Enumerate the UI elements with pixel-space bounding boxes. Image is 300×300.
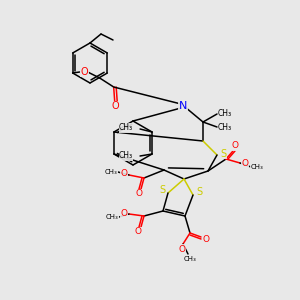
Text: O: O [202,235,209,244]
Text: S: S [159,185,165,195]
Text: O: O [134,227,142,236]
Text: O: O [136,190,142,199]
Text: CH₃: CH₃ [105,169,117,175]
Text: O: O [112,101,119,111]
Text: O: O [232,142,238,151]
Text: N: N [179,101,187,111]
Text: O: O [81,67,88,77]
Text: CH₃: CH₃ [119,152,133,160]
Text: CH₃: CH₃ [119,124,133,133]
Text: CH₃: CH₃ [250,164,263,170]
Text: CH₃: CH₃ [218,109,232,118]
Text: O: O [121,169,128,178]
Text: O: O [178,244,185,253]
Text: CH₃: CH₃ [184,256,196,262]
Text: CH₃: CH₃ [218,124,232,133]
Text: O: O [121,208,128,217]
Text: O: O [242,158,248,167]
Text: CH₃: CH₃ [106,214,118,220]
Text: S: S [220,149,226,159]
Text: S: S [196,187,202,197]
